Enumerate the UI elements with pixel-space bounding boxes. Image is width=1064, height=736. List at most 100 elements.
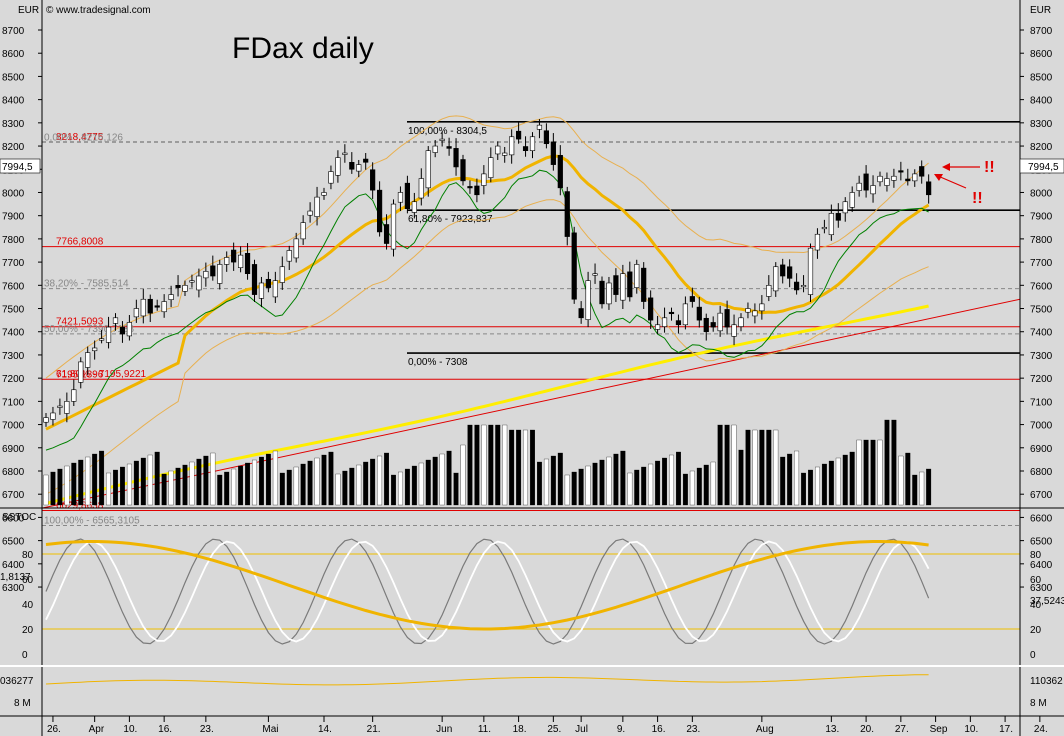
volume-bar (446, 450, 452, 506)
price-label-right: 8700 (1030, 26, 1053, 37)
volume-bar (592, 462, 598, 506)
osc-right-value: 37,5243 (1030, 596, 1064, 607)
volume-bar (877, 439, 883, 506)
last-price-box-right (1019, 158, 1064, 174)
candle-body (745, 308, 751, 313)
volume-bar (578, 468, 584, 506)
osc-label-right: 80 (1030, 550, 1042, 561)
band-lower-line (45, 199, 929, 495)
volume-bar (648, 463, 654, 506)
candle-body (842, 201, 848, 214)
last-price-right: 7994,5 (1028, 162, 1059, 173)
candle-body (912, 173, 918, 182)
osc-left-value: 1,8137 (0, 572, 31, 583)
x-label: 9. (617, 724, 625, 735)
volume-bar (585, 465, 591, 506)
candle-body (682, 303, 688, 326)
candle-body (314, 196, 320, 217)
volume-bar (516, 429, 522, 506)
candle-body (78, 361, 84, 383)
x-label: 23. (200, 724, 214, 735)
volume-bar (404, 468, 410, 506)
level-label: 7421,5093 (56, 317, 104, 328)
volume-bar (509, 429, 515, 506)
volume-bar (453, 472, 459, 506)
candle-body (342, 152, 348, 155)
price-label-left: 8600 (2, 49, 25, 60)
price-label-left: 8500 (2, 72, 25, 83)
volume-bar (856, 439, 862, 506)
candle-body (766, 285, 772, 297)
volume-bar (891, 419, 897, 506)
volume-bar (717, 424, 723, 506)
alert-2: !! (934, 174, 983, 207)
candle-body (432, 145, 438, 153)
volume-bar (349, 467, 355, 506)
price-label-right: 7500 (1030, 305, 1053, 316)
volume-bar (335, 473, 341, 506)
volume-bar (57, 468, 63, 506)
volume-bar (140, 457, 146, 506)
volume-bar (849, 451, 855, 506)
volume-bar (731, 424, 737, 506)
volume-bar (724, 424, 730, 506)
candle-body (244, 252, 251, 275)
price-label-right: 8200 (1030, 142, 1053, 153)
candle-body (258, 282, 265, 299)
candle-body (481, 173, 487, 186)
price-label-left: 7900 (2, 212, 25, 223)
volume-bar (828, 460, 834, 506)
osc-name: SSTOC (2, 512, 36, 523)
volume-bar (300, 463, 306, 506)
candle-body (717, 312, 723, 332)
volume-bar (411, 465, 417, 506)
volume-bar (710, 461, 716, 506)
osc-label-left: 0 (22, 650, 28, 661)
volume-bar (912, 474, 918, 506)
price-label-right: 7100 (1030, 397, 1053, 408)
price-label-left: 6800 (2, 467, 25, 478)
vol-right-value: 110362 (1030, 676, 1063, 687)
price-label-right: 7900 (1030, 212, 1053, 223)
candle-body (349, 161, 355, 170)
volume-bar (662, 457, 667, 506)
candle-body (703, 317, 709, 333)
candle-body (814, 233, 821, 251)
candle-body (363, 158, 369, 163)
price-label-right: 8300 (1030, 119, 1053, 130)
volume-bar (356, 464, 362, 506)
candle-body (807, 247, 814, 295)
last-price-box-left (0, 158, 41, 174)
candle-body (891, 175, 897, 181)
price-label-right: 7200 (1030, 374, 1053, 385)
candle-body (606, 282, 612, 305)
volume-bar (898, 455, 904, 506)
candle-body (64, 401, 70, 414)
volume-bar (766, 429, 772, 506)
volume-bar (85, 456, 91, 506)
volume-bar (599, 459, 605, 506)
candle-body (495, 145, 501, 155)
candle-body (870, 185, 876, 195)
volume-bar (550, 455, 556, 506)
candle-body (43, 417, 49, 423)
candle-body (189, 280, 195, 283)
volume-bar (432, 456, 438, 506)
candle-body (613, 275, 619, 295)
volume-bar (606, 456, 612, 506)
price-label-right: 7700 (1030, 258, 1053, 269)
candle-body (689, 296, 695, 302)
x-label: 27. (895, 724, 909, 735)
volume-bar (272, 450, 278, 506)
volume-bar (238, 465, 244, 506)
price-label-left: 7300 (2, 351, 25, 362)
volume-bar (43, 474, 49, 506)
candle-body (307, 210, 313, 216)
candle-body (856, 182, 862, 191)
candle-body (557, 155, 563, 189)
price-label-left: 8000 (2, 188, 25, 199)
candle-body (397, 192, 404, 203)
candle-body (641, 267, 647, 302)
candle-body (800, 285, 807, 288)
